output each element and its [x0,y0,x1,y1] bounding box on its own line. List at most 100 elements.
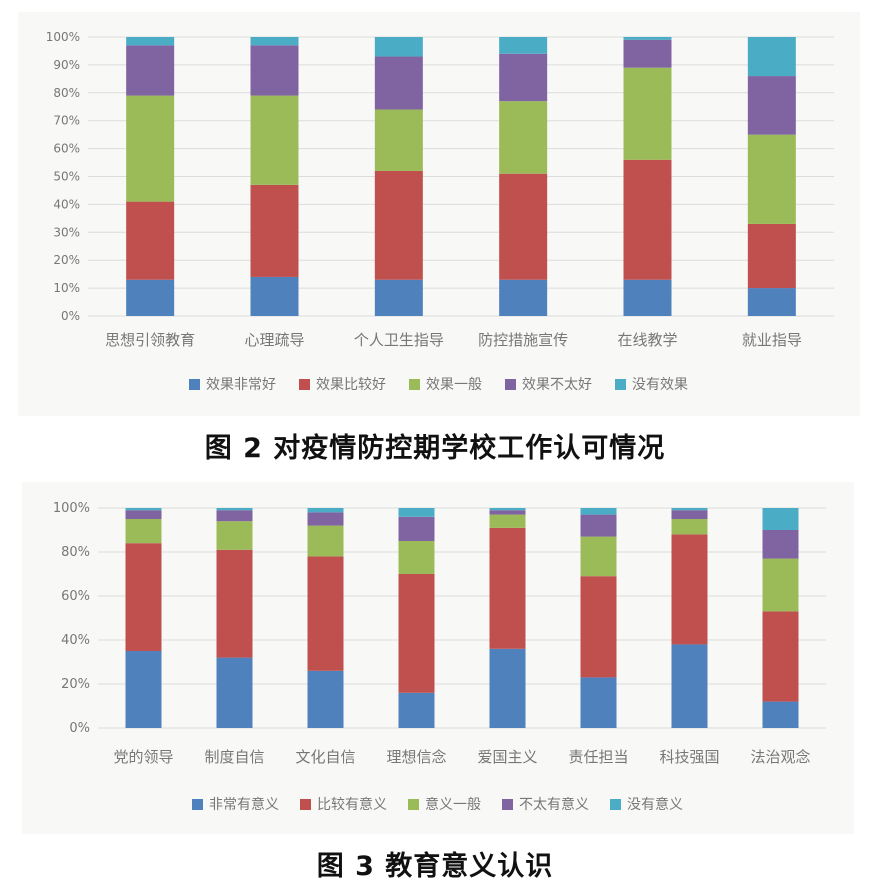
bar-segment [499,101,548,174]
bar-segment [580,576,617,678]
bar-segment [307,512,344,526]
x-category-label: 理想信念 [386,748,446,766]
bar-segment [499,37,548,54]
x-category-label: 文化自信 [295,748,355,766]
y-tick-label: 50% [53,170,80,184]
x-category-label: 爱国主义 [477,748,537,766]
bar-segment [374,109,423,171]
y-tick-label: 80% [53,86,80,100]
y-tick-label: 100% [53,501,90,516]
bar-segment [374,170,423,280]
bar-segment [125,543,162,651]
x-category-label: 个人卫生指导 [354,331,444,349]
y-tick-label: 20% [53,253,80,267]
stacked-bar-chart-fig2: 0% 10% 20% 30% 40% 50% 60% 70% 80% 90% 100% 思想引领教育 心… [46,30,834,393]
bar-segment [307,508,344,513]
bar-segment [762,701,799,728]
bar-segment [125,519,162,544]
bar-segment [747,223,796,289]
bar-segment [623,67,672,160]
bar-segment [398,541,435,574]
legend-swatch [505,379,516,390]
legend-swatch [409,379,420,390]
bar-segment [125,510,162,519]
y-tick-label: 40% [53,197,80,211]
bar-segment [489,508,526,511]
legend-label: 效果不太好 [522,377,592,393]
bar-segment [580,536,617,577]
bar-segment [126,201,175,280]
bar-segment [250,276,299,316]
bar-segment [671,510,708,519]
bar-segment [398,516,435,541]
bar-segment [374,37,423,57]
legend-label: 非常有意义 [209,796,279,813]
legend-label: 效果一般 [426,377,482,393]
legend-swatch [615,379,626,390]
bar-segment [747,288,796,316]
bar-segment [307,525,344,557]
bar-segment [623,37,672,40]
bar-segment [250,37,299,46]
bar-segment [216,521,253,550]
bar-segment [623,39,672,68]
legend-swatch [192,799,203,810]
legend-swatch [189,379,200,390]
bar-segment [671,519,708,535]
bar-segment [489,514,526,528]
bar-segment [489,510,526,515]
y-tick-label: 70% [53,114,80,128]
bar-segment [374,279,423,316]
y-tick-label: 90% [53,58,80,72]
bar-segment [747,76,796,135]
x-category-label: 防控措施宣传 [478,331,568,349]
bar-segment [250,95,299,185]
bar-segment [671,644,708,728]
bar-segment [126,37,175,46]
bar-segment [580,677,617,728]
x-category-label: 科技强国 [659,748,719,766]
y-tick-label: 40% [61,633,90,648]
x-category-label: 制度自信 [204,748,264,766]
stacked-bar-chart-fig3: 0% 20% 40% 60% 80% 100% 党的领导 制度自信 文化自信 理想信念 爱国主义 责任… [53,501,826,813]
y-tick-label: 10% [53,281,80,295]
legend-label: 比较有意义 [317,796,387,813]
chart-panel-fig2: 0% 10% 20% 30% 40% 50% 60% 70% 80% 90% 100% 思想引领教育 心… [18,12,860,416]
x-category-label: 责任担当 [568,748,628,766]
legend-label: 没有效果 [632,377,688,393]
x-category-label: 党的领导 [113,748,173,766]
bar-segment [398,574,435,693]
bar-segment [623,159,672,280]
legend-label: 效果比较好 [316,377,386,393]
legend-label: 意义一般 [425,796,481,813]
y-tick-label: 100% [46,30,80,44]
bar-segment [125,651,162,728]
bar-segment [216,657,253,728]
y-tick-label: 80% [61,545,90,560]
y-tick-label: 60% [53,142,80,156]
bar-segment [762,611,799,702]
y-tick-label: 30% [53,225,80,239]
x-category-label: 思想引领教育 [105,331,195,349]
bar-segment [489,527,526,649]
x-category-label: 就业指导 [742,331,802,349]
bar-segment [374,56,423,110]
bar-segment [216,510,253,522]
bar-segment [671,508,708,511]
bar-segment [398,508,435,517]
x-category-label: 法治观念 [750,748,810,766]
bar-segment [762,530,799,559]
bar-segment [762,508,799,530]
bar-segment [125,508,162,511]
bar-segment [126,95,175,202]
bar-segment [623,279,672,316]
legend-swatch [299,379,310,390]
y-tick-label: 0% [61,309,80,323]
bar-segment [762,558,799,612]
bar-segment [499,279,548,316]
legend-swatch [300,799,311,810]
chart-panel-fig3: 0% 20% 40% 60% 80% 100% 党的领导 制度自信 文化自信 理想信念 爱国主义 责任… [22,482,854,834]
legend-label: 不太有意义 [519,796,589,813]
legend-swatch [610,799,621,810]
bar-segment [499,173,548,280]
